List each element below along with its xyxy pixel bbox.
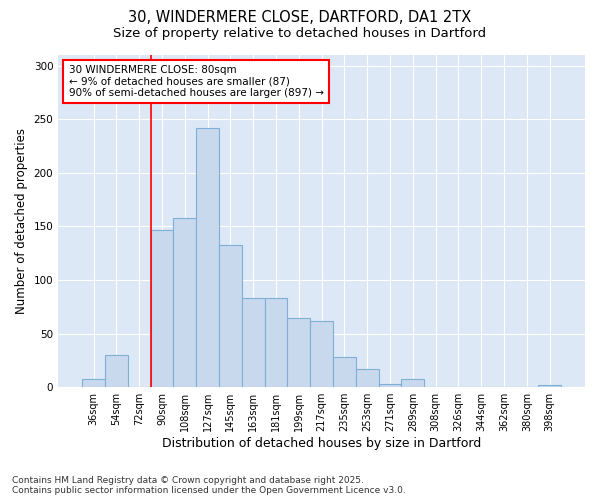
Text: Contains HM Land Registry data © Crown copyright and database right 2025.
Contai: Contains HM Land Registry data © Crown c…	[12, 476, 406, 495]
Y-axis label: Number of detached properties: Number of detached properties	[15, 128, 28, 314]
Bar	[310, 321, 333, 387]
Bar	[333, 357, 356, 387]
Bar	[538, 385, 561, 387]
Bar	[82, 378, 105, 387]
Bar	[196, 128, 219, 387]
Bar	[287, 318, 310, 387]
Text: Size of property relative to detached houses in Dartford: Size of property relative to detached ho…	[113, 28, 487, 40]
X-axis label: Distribution of detached houses by size in Dartford: Distribution of detached houses by size …	[162, 437, 481, 450]
Text: 30 WINDERMERE CLOSE: 80sqm
← 9% of detached houses are smaller (87)
90% of semi-: 30 WINDERMERE CLOSE: 80sqm ← 9% of detac…	[69, 65, 324, 98]
Bar	[356, 369, 379, 387]
Bar	[219, 244, 242, 387]
Bar	[105, 355, 128, 387]
Bar	[173, 218, 196, 387]
Bar	[242, 298, 265, 387]
Bar	[401, 378, 424, 387]
Bar	[265, 298, 287, 387]
Text: 30, WINDERMERE CLOSE, DARTFORD, DA1 2TX: 30, WINDERMERE CLOSE, DARTFORD, DA1 2TX	[128, 10, 472, 25]
Bar	[379, 384, 401, 387]
Bar	[151, 230, 173, 387]
